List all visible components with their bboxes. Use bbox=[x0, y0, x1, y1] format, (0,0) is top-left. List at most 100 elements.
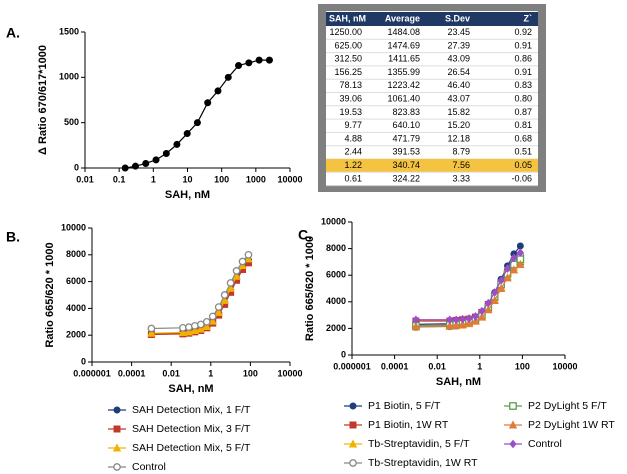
marker bbox=[458, 319, 467, 328]
table-cell: 625.00 bbox=[334, 40, 362, 50]
table-header-bg bbox=[326, 12, 538, 26]
table-cell: 4.88 bbox=[344, 133, 362, 143]
x-tick-label: 0.000001 bbox=[333, 361, 371, 371]
legend-label: P2 DyLight 5 F/T bbox=[528, 400, 607, 412]
table-cell: 0.81 bbox=[514, 120, 532, 130]
x-tick-label: 0.0001 bbox=[118, 368, 146, 378]
marker bbox=[509, 439, 517, 449]
x-tick-label: 10 bbox=[182, 174, 192, 184]
marker bbox=[503, 264, 512, 273]
table-cell: 43.09 bbox=[447, 54, 470, 64]
table-cell: 391.53 bbox=[392, 147, 420, 157]
table-cell: 0.68 bbox=[514, 133, 532, 143]
table-cell: 1355.99 bbox=[387, 67, 420, 77]
x-tick-label: 0.01 bbox=[428, 361, 446, 371]
x-axis-label: SAH, nM bbox=[436, 376, 481, 388]
table-cell: 27.39 bbox=[447, 40, 470, 50]
marker bbox=[452, 320, 461, 329]
table-cell: 0.91 bbox=[514, 40, 532, 50]
legend-label: SAH Detection Mix, 5 F/T bbox=[132, 442, 251, 454]
x-tick-label: 0.0001 bbox=[381, 361, 409, 371]
x-tick-label: 0.01 bbox=[162, 368, 180, 378]
y-tick-label: 0 bbox=[74, 162, 79, 172]
marker bbox=[208, 316, 217, 325]
marker bbox=[121, 164, 129, 172]
table-cell: 0.61 bbox=[344, 173, 362, 183]
marker bbox=[112, 443, 122, 452]
y-tick-label: 500 bbox=[64, 117, 79, 127]
legend-label: Control bbox=[132, 461, 166, 473]
y-tick-label: 6000 bbox=[66, 276, 86, 286]
table-cell: 1223.42 bbox=[387, 80, 420, 90]
table-cell: 156.25 bbox=[334, 67, 362, 77]
marker bbox=[244, 250, 253, 259]
marker bbox=[173, 140, 181, 148]
marker bbox=[255, 56, 263, 64]
table-cell: 39.06 bbox=[339, 94, 362, 104]
table-cell: 340.74 bbox=[392, 160, 420, 170]
x-tick-label: 100 bbox=[214, 174, 229, 184]
marker bbox=[142, 159, 150, 167]
legend-label: P1 Biotin, 1W RT bbox=[368, 419, 449, 431]
marker bbox=[348, 439, 358, 448]
legend-label: Tb-Streptavidin, 5 F/T bbox=[368, 438, 470, 450]
y-tick-label: 10000 bbox=[321, 216, 346, 226]
series-line bbox=[125, 59, 270, 169]
marker bbox=[471, 312, 480, 321]
marker bbox=[113, 463, 121, 471]
marker bbox=[131, 162, 139, 170]
table-cell: 26.54 bbox=[447, 67, 470, 77]
x-tick-label: 100 bbox=[515, 361, 530, 371]
table-cell: 324.22 bbox=[392, 173, 420, 183]
marker bbox=[349, 402, 357, 410]
y-axis-label: Ratio 665/620 * 1000 bbox=[44, 242, 56, 347]
y-tick-label: 8000 bbox=[66, 249, 86, 259]
x-tick-label: 1 bbox=[151, 174, 156, 184]
table-cell: 1250.00 bbox=[329, 27, 362, 37]
table-header: S.Dev bbox=[445, 13, 470, 23]
table-cell: 0.05 bbox=[514, 160, 532, 170]
y-tick-label: 6000 bbox=[326, 270, 346, 280]
marker bbox=[196, 324, 205, 333]
table-cell: 0.86 bbox=[514, 54, 532, 64]
table-cell: 1411.65 bbox=[388, 54, 420, 64]
marker bbox=[184, 327, 194, 336]
table-cell: 2.44 bbox=[344, 147, 362, 157]
table-cell: 1061.40 bbox=[387, 94, 420, 104]
table-cell: 0.92 bbox=[514, 27, 532, 37]
x-tick-label: 10000 bbox=[552, 361, 577, 371]
marker bbox=[226, 279, 235, 287]
marker bbox=[445, 321, 454, 330]
marker bbox=[478, 306, 486, 316]
x-tick-label: 1 bbox=[477, 361, 482, 371]
x-tick-label: 10000 bbox=[277, 368, 302, 378]
marker bbox=[147, 328, 156, 337]
marker bbox=[235, 62, 243, 70]
legend-label: P2 DyLight 1W RT bbox=[528, 419, 615, 431]
y-tick-label: 4000 bbox=[326, 296, 346, 306]
marker bbox=[204, 99, 212, 107]
marker bbox=[214, 87, 222, 95]
y-tick-label: 1000 bbox=[59, 72, 79, 82]
table-cell: 312.50 bbox=[334, 54, 362, 64]
table-cell: 23.45 bbox=[447, 27, 470, 37]
table-bg bbox=[326, 11, 538, 185]
y-tick-label: 2000 bbox=[66, 330, 86, 340]
marker bbox=[202, 317, 211, 326]
table-cell: 9.77 bbox=[344, 120, 362, 130]
y-tick-label: 0 bbox=[341, 349, 346, 359]
panel-label: C. bbox=[298, 227, 312, 243]
table-cell: 3.33 bbox=[452, 173, 470, 183]
legend-label: SAH Detection Mix, 3 F/T bbox=[132, 423, 251, 435]
marker bbox=[484, 305, 493, 314]
marker bbox=[162, 149, 170, 157]
table-cell: 8.79 bbox=[452, 147, 470, 157]
x-tick-label: 10000 bbox=[277, 174, 302, 184]
y-tick-label: 4000 bbox=[66, 303, 86, 313]
marker bbox=[193, 119, 201, 127]
marker bbox=[265, 56, 273, 64]
marker bbox=[178, 327, 188, 337]
marker bbox=[147, 324, 156, 333]
y-axis-label: Ratio 665/620 * 1000 bbox=[304, 236, 316, 341]
